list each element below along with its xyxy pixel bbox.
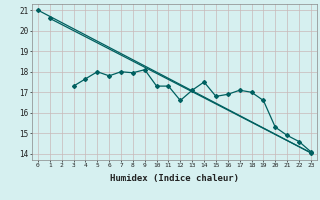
X-axis label: Humidex (Indice chaleur): Humidex (Indice chaleur) [110,174,239,183]
